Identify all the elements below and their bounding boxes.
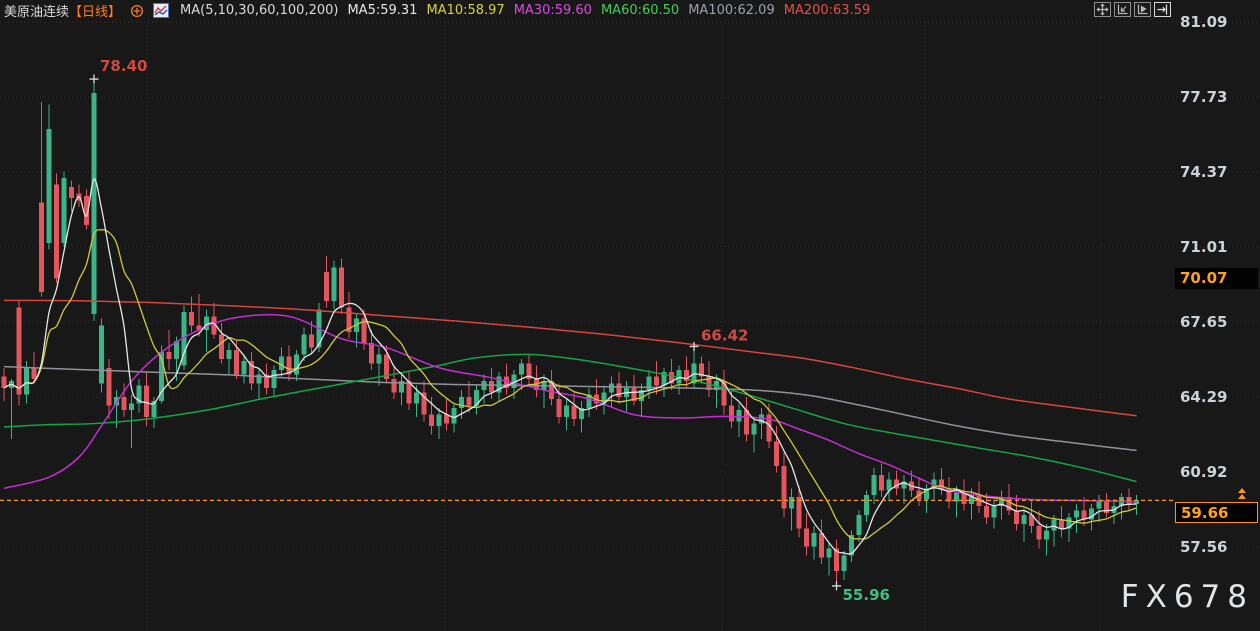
circle-plus-icon[interactable] [130,4,144,18]
ma200-value: MA200:63.59 [783,3,871,18]
symbol-title: 美原油连续 [4,5,70,20]
ma30-value: MA30:59.60 [513,3,592,18]
autoplay-icon[interactable] [1134,2,1151,17]
ma100-value: MA100:62.09 [688,3,775,18]
jump-to-latest-icon[interactable] [1154,2,1171,17]
period-selector[interactable]: 【日线】 [69,5,122,20]
pan-move-icon[interactable] [1094,2,1111,17]
mini-candlechart-icon[interactable] [153,3,170,18]
price-annotation: 55.96 [843,586,890,604]
price-annotation: 78.40 [100,57,147,75]
chart-toolbar [1094,2,1171,17]
chart-legend-bar: 美原油连续【日线】 MA(5,10,30,60,100,200) MA5:59.… [4,1,870,20]
fx678-watermark: FX678 [1120,579,1254,615]
ma5-value: MA5:59.31 [347,3,418,18]
ma10-value: MA10:58.97 [426,3,505,18]
scale-back-icon[interactable] [1114,2,1131,17]
ma-settings-label: MA(5,10,30,60,100,200) [180,3,339,18]
price-annotation: 66.42 [701,326,748,344]
ma60-value: MA60:60.50 [600,3,680,18]
